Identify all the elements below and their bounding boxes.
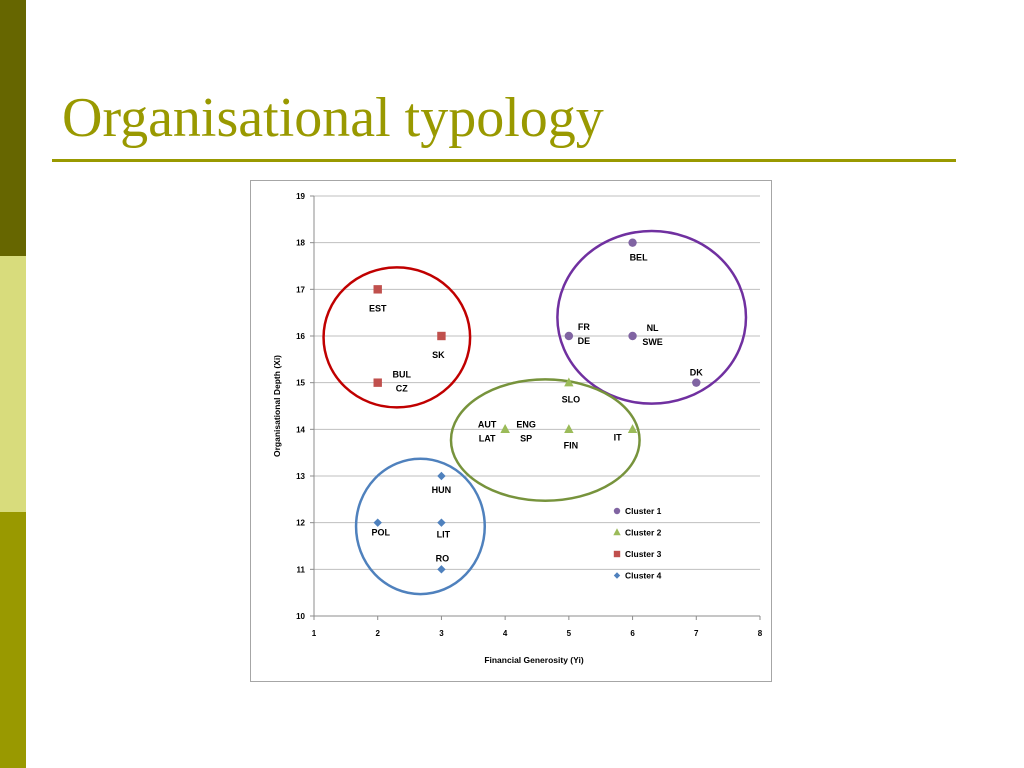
point-label-slo: SLO (562, 395, 581, 405)
y-tick-label: 18 (296, 239, 305, 248)
x-axis-label: Financial Generosity (Yi) (484, 655, 584, 665)
x-tick-label: 4 (503, 629, 508, 638)
slide-title: Organisational typology (62, 87, 604, 149)
x-tick-label: 6 (630, 629, 635, 638)
point-label-sp: SP (520, 433, 532, 443)
sidebar-band-middle (0, 256, 26, 512)
data-point-eng (500, 424, 510, 434)
cluster-ellipse-cluster-1 (556, 229, 748, 405)
cluster-ellipse-cluster-3 (322, 266, 472, 409)
y-tick-label: 15 (296, 379, 305, 388)
point-label-lat: LAT (479, 433, 496, 443)
y-tick-label: 13 (296, 472, 305, 481)
legend-marker-cluster-3 (613, 550, 621, 558)
data-point-lit (437, 518, 446, 527)
legend-label-cluster-1: Cluster 1 (625, 506, 662, 516)
point-label-de: DE (578, 336, 591, 346)
sidebar-band-top (0, 0, 26, 256)
x-tick-label: 2 (375, 629, 380, 638)
y-axis-label: Organisational Depth (Xi) (272, 355, 282, 457)
point-label-hun: HUN (432, 485, 452, 495)
data-point-nl (628, 331, 637, 341)
sidebar-band-bottom (0, 512, 26, 768)
data-point-bul (373, 378, 382, 387)
legend: Cluster 1 Cluster 2 Cluster 3 Cluster 4 (613, 506, 662, 581)
data-point-ro (437, 565, 446, 574)
point-label-pol: POL (371, 528, 390, 538)
point-label-fr: FR (578, 322, 590, 332)
gridlines (314, 195, 760, 570)
data-point-sk (437, 331, 446, 341)
y-tick-label: 12 (296, 519, 305, 528)
x-tick-label: 5 (567, 629, 572, 638)
y-tick-labels: 10 11 12 13 14 15 16 17 18 19 (296, 192, 314, 621)
point-label-swe: SWE (642, 337, 663, 347)
axes (313, 196, 760, 617)
point-label-sk: SK (432, 350, 445, 360)
y-tick-label: 16 (296, 332, 305, 341)
data-point-dk (692, 378, 701, 387)
data-point-pol (373, 518, 382, 527)
point-label-ro: RO (436, 553, 450, 563)
x-tick-label: 7 (694, 629, 699, 638)
data-point-slo (564, 377, 574, 387)
legend-label-cluster-3: Cluster 3 (625, 549, 662, 559)
data-points (373, 238, 701, 574)
point-label-dk: DK (690, 368, 703, 378)
data-point-it (627, 424, 638, 434)
x-tick-labels: 1 2 3 4 5 6 7 8 (312, 616, 763, 638)
x-tick-label: 3 (439, 629, 444, 638)
point-label-bul: BUL (392, 370, 411, 380)
point-label-bel: BEL (630, 253, 649, 263)
data-point-fin (564, 424, 574, 434)
data-point-bel (628, 238, 637, 247)
y-tick-label: 17 (296, 285, 305, 294)
legend-marker-cluster-2 (613, 528, 621, 536)
x-tick-label: 1 (312, 629, 317, 638)
legend-label-cluster-4: Cluster 4 (625, 571, 662, 581)
title-underline (52, 159, 956, 162)
point-label-lit: LIT (437, 530, 451, 540)
y-tick-label: 10 (296, 612, 305, 621)
data-point-est (373, 285, 382, 294)
point-label-it: IT (614, 432, 623, 442)
point-label-aut: AUT (478, 419, 497, 429)
point-label-fin: FIN (564, 440, 579, 450)
point-labels: BEL FR DE NL SWE DK SLO AUT LAT ENG SP FIN IT EST SK BU… (369, 253, 703, 564)
cluster-ellipse-cluster-2 (449, 378, 641, 502)
data-point-hun (437, 471, 446, 481)
legend-marker-cluster-4 (613, 572, 621, 579)
point-label-eng: ENG (516, 419, 536, 429)
point-label-est: EST (369, 303, 387, 313)
cluster-ellipses (322, 229, 748, 596)
y-tick-label: 11 (297, 565, 306, 574)
legend-label-cluster-2: Cluster 2 (625, 528, 662, 538)
x-tick-label: 8 (758, 629, 763, 638)
y-tick-label: 19 (296, 192, 305, 201)
point-label-nl: NL (647, 323, 659, 333)
data-point-fr (564, 331, 574, 341)
point-label-cz: CZ (396, 384, 408, 394)
y-tick-label: 14 (296, 425, 305, 434)
cluster-ellipse-cluster-4 (354, 457, 487, 596)
legend-marker-cluster-1 (613, 507, 621, 515)
